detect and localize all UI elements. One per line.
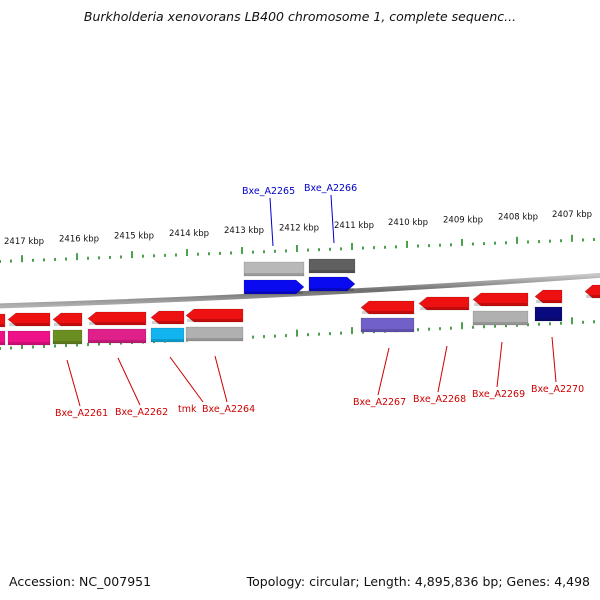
gene-arrow-shade <box>474 303 527 306</box>
cog-box-shade <box>53 341 82 344</box>
gene-arrow-shade <box>245 291 303 294</box>
cog-box <box>360 317 415 333</box>
cog-box <box>472 310 529 326</box>
gene-arrow-shade <box>586 295 600 298</box>
cog-box <box>534 306 563 322</box>
gene-arrow-shade <box>420 307 468 310</box>
accession-text: Accession: NC_007951 <box>9 574 152 589</box>
gene-arrow[interactable] <box>360 300 415 315</box>
label-leader <box>117 357 141 406</box>
gene-arrow-shade <box>0 324 4 327</box>
gene-label[interactable]: Bxe_A2262 <box>115 407 168 418</box>
map-title: Burkholderia xenovorans LB400 chromosome… <box>83 9 517 24</box>
top-strand-genes <box>243 258 356 295</box>
cog-box <box>243 261 305 277</box>
ruler-labels: 2417 kbp 2416 kbp 2415 kbp 2414 kbp 2413 kbp… <box>4 210 592 247</box>
kbp-label: 2409 kbp <box>443 215 483 225</box>
cog-box-shade <box>473 322 528 325</box>
label-leader <box>377 347 390 396</box>
gene-arrow[interactable] <box>150 310 185 325</box>
cog-box-shade <box>244 273 304 276</box>
gene-label[interactable]: Bxe_A2261 <box>55 408 108 419</box>
gene-label[interactable]: Bxe_A2269 <box>472 389 525 400</box>
gene-arrow[interactable] <box>418 296 470 311</box>
cog-box-shade <box>88 340 146 343</box>
gene-arrow[interactable] <box>7 312 51 327</box>
gene-arrow[interactable] <box>0 313 6 328</box>
label-leader <box>66 359 81 407</box>
cog-box-shade <box>535 318 562 321</box>
cog-box <box>52 329 83 345</box>
gene-arrow[interactable] <box>308 276 356 292</box>
gene-arrow[interactable] <box>243 279 305 295</box>
kbp-label: 2413 kbp <box>224 226 264 236</box>
gene-arrow-shade <box>536 300 561 303</box>
gene-arrow[interactable] <box>52 312 83 327</box>
gene-label[interactable]: Bxe_A2265 <box>242 186 295 197</box>
cog-box-shade <box>186 338 243 341</box>
cog-box <box>150 327 185 343</box>
label-leader <box>496 341 503 388</box>
gene-arrow-shade <box>187 319 242 322</box>
cog-box-shade <box>361 329 414 332</box>
cog-box-shade <box>0 342 5 345</box>
gene-arrow-shade <box>9 323 49 326</box>
label-leader <box>214 355 228 403</box>
kbp-label: 2410 kbp <box>388 218 428 228</box>
gene-arrow[interactable] <box>472 292 529 307</box>
cog-box <box>0 330 6 346</box>
kbp-label: 2417 kbp <box>4 237 44 247</box>
label-leader <box>169 356 204 403</box>
kbp-label: 2415 kbp <box>114 232 154 242</box>
gene-label[interactable]: tmk <box>178 404 197 415</box>
kbp-label: 2408 kbp <box>498 213 538 223</box>
kbp-label: 2411 kbp <box>334 221 374 231</box>
kbp-label: 2412 kbp <box>279 224 319 234</box>
gene-label[interactable]: Bxe_A2266 <box>304 183 357 194</box>
gene-label[interactable]: Bxe_A2268 <box>413 394 466 405</box>
gene-label[interactable]: Bxe_A2267 <box>353 397 406 408</box>
cog-box <box>87 328 147 344</box>
kbp-label: 2414 kbp <box>169 229 209 239</box>
cog-box <box>308 258 356 274</box>
gene-arrow-shade <box>152 321 183 324</box>
label-leader <box>551 336 557 383</box>
bottom-strand-genes <box>0 284 600 346</box>
kbp-label: 2416 kbp <box>59 234 99 244</box>
gene-labels: Bxe_A2265 Bxe_A2266 Bxe_A2261 Bxe_A2262 tmk B… <box>55 183 584 419</box>
label-leader <box>330 194 335 244</box>
gene-arrow[interactable] <box>584 284 600 299</box>
gene-arrow[interactable] <box>185 308 244 323</box>
label-leader <box>269 197 274 247</box>
cog-box <box>185 326 244 342</box>
cog-box <box>7 330 51 346</box>
cog-box-shade <box>151 339 184 342</box>
gene-arrow[interactable] <box>87 311 147 326</box>
ruler-ticks-top <box>0 234 595 263</box>
cog-box-shade <box>309 270 355 273</box>
cog-box-shade <box>8 342 50 345</box>
kbp-label: 2407 kbp <box>552 210 592 220</box>
gene-arrow-shade <box>362 311 413 314</box>
gene-arrow-shade <box>54 323 81 326</box>
gene-arrow[interactable] <box>534 289 563 304</box>
gene-label[interactable]: Bxe_A2264 <box>202 404 255 415</box>
gene-arrow-shade <box>89 322 145 325</box>
topology-summary: Topology: circular; Length: 4,895,836 bp… <box>246 574 590 589</box>
gene-label[interactable]: Bxe_A2270 <box>531 384 584 395</box>
genome-backbone <box>0 272 600 309</box>
gene-arrow-shade <box>310 288 354 291</box>
label-leader <box>437 345 448 393</box>
